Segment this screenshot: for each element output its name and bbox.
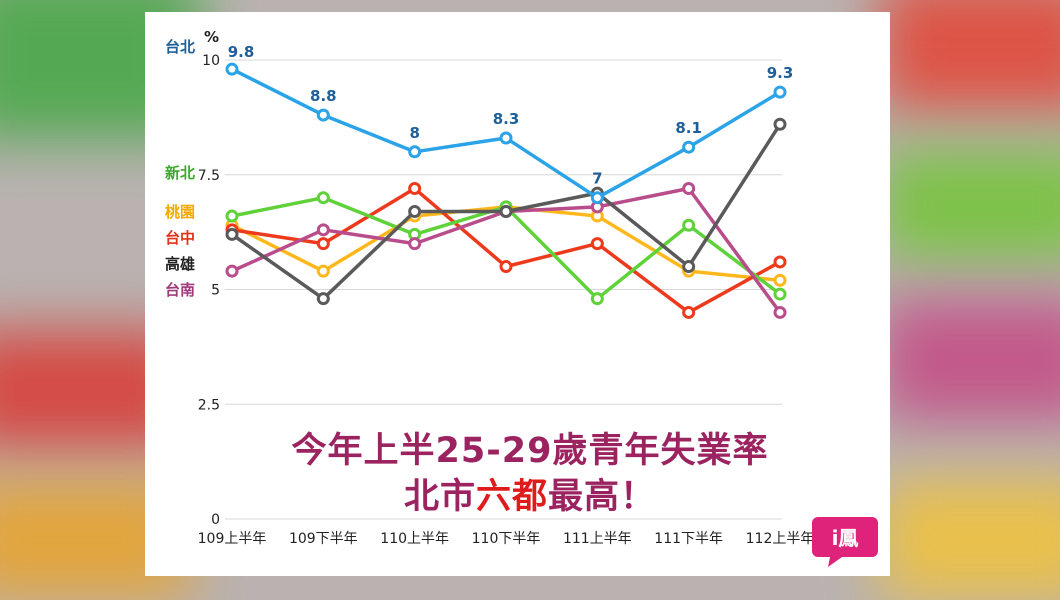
data-point xyxy=(408,204,422,218)
data-label: 9.3 xyxy=(767,64,794,82)
data-point xyxy=(590,237,604,251)
data-point xyxy=(499,131,513,145)
headline-line-2: 北市六都最高！ xyxy=(0,468,1060,519)
legend-label: 新北 xyxy=(165,164,195,182)
y-tick-label: 7.5 xyxy=(198,168,220,184)
data-point xyxy=(682,305,696,319)
y-tick-label: 5 xyxy=(211,283,220,299)
data-point xyxy=(682,260,696,274)
data-point xyxy=(316,223,330,237)
background-right-green-band xyxy=(880,150,1060,260)
data-point xyxy=(316,237,330,251)
x-tick-label: 109上半年 xyxy=(198,531,267,547)
y-tick-label: 2.5 xyxy=(198,397,220,413)
data-point xyxy=(682,218,696,232)
data-point xyxy=(499,260,513,274)
background-right-red-band xyxy=(880,0,1060,110)
data-point xyxy=(590,292,604,306)
data-point xyxy=(316,292,330,306)
data-point xyxy=(225,209,239,223)
legend-label: 台南 xyxy=(165,281,195,299)
data-label: 8.1 xyxy=(675,119,702,137)
legend-label: 桃園 xyxy=(165,203,195,221)
y-axis-unit: % xyxy=(204,28,219,46)
data-label: 8.3 xyxy=(493,110,520,128)
data-point xyxy=(773,117,787,131)
legend-label: 台北 xyxy=(165,38,195,56)
data-point xyxy=(408,145,422,159)
x-tick-label: 110上半年 xyxy=(380,531,449,547)
data-point xyxy=(408,182,422,196)
legend-label: 高雄 xyxy=(165,255,195,273)
data-point xyxy=(225,227,239,241)
data-point xyxy=(408,237,422,251)
headline-text-2b: 最高！ xyxy=(548,477,657,517)
x-tick-label: 109下半年 xyxy=(289,531,358,547)
brand-logo: i鳳 xyxy=(812,517,878,567)
data-point xyxy=(316,264,330,278)
data-label: 8 xyxy=(409,124,419,142)
data-point xyxy=(773,273,787,287)
data-point xyxy=(773,255,787,269)
data-point xyxy=(225,264,239,278)
headline-highlight: 六都 xyxy=(475,477,548,517)
headline-text-2a: 北市 xyxy=(403,477,476,517)
y-tick-label: 0 xyxy=(211,512,220,528)
data-point xyxy=(499,204,513,218)
background-right-pink-band xyxy=(880,300,1060,420)
data-point xyxy=(773,305,787,319)
data-point xyxy=(225,62,239,76)
background-right-yellow-band xyxy=(880,480,1060,600)
x-tick-label: 112上半年 xyxy=(746,531,815,547)
data-label: 8.8 xyxy=(310,87,337,105)
data-point xyxy=(682,140,696,154)
x-tick-label: 110下半年 xyxy=(472,531,541,547)
headline-line-1: 今年上半25-29歲青年失業率 xyxy=(0,422,1060,473)
x-tick-label: 111上半年 xyxy=(563,531,632,547)
data-label: 9.8 xyxy=(228,43,255,61)
headline-text-1: 今年上半25-29歲青年失業率 xyxy=(291,431,769,471)
data-point xyxy=(682,182,696,196)
y-tick-label: 10 xyxy=(202,53,220,69)
data-point xyxy=(316,108,330,122)
legend-label: 台中 xyxy=(165,229,195,247)
data-point xyxy=(773,287,787,301)
data-label: 7 xyxy=(592,170,602,188)
data-point xyxy=(590,191,604,205)
data-point xyxy=(773,85,787,99)
brand-logo-text: i鳳 xyxy=(832,526,859,550)
x-tick-label: 111下半年 xyxy=(654,531,723,547)
data-point xyxy=(316,191,330,205)
